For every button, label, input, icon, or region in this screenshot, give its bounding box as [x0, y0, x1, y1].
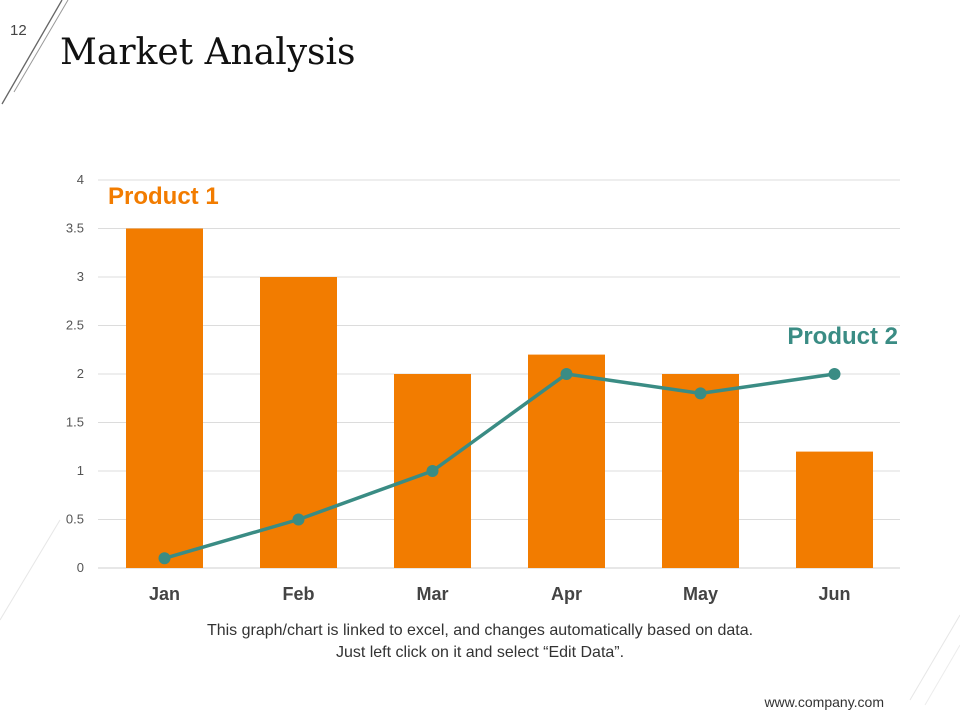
bar-jan: [126, 228, 203, 568]
x-tick-label: Jun: [818, 584, 850, 604]
legend-product-2: Product 2: [787, 323, 898, 350]
bar-may: [662, 374, 739, 568]
product-1-bars: [126, 228, 873, 568]
footer-url: www.company.com: [764, 694, 884, 710]
y-tick-label: 0: [77, 560, 84, 575]
y-tick-label: 0.5: [66, 512, 84, 527]
legend-product-1: Product 1: [108, 183, 219, 210]
point-mar: [426, 465, 439, 477]
market-analysis-chart: 0 0.5 1 1.5 2 2.5 3 3.5 4 Jan Feb Mar Apr May Jun Pro…: [66, 172, 900, 604]
slide-number: 12: [10, 22, 27, 39]
y-tick-label: 2: [77, 366, 84, 381]
product-2-line: [164, 372, 835, 560]
point-may: [694, 387, 707, 400]
x-tick-label: May: [683, 584, 718, 604]
bar-apr: [528, 354, 605, 568]
y-tick-label: 3.5: [66, 221, 84, 236]
chart-gridlines: [98, 179, 900, 569]
point-apr: [560, 368, 573, 380]
x-tick-label: Apr: [551, 584, 582, 604]
point-jan: [158, 552, 171, 565]
corner-decoration: [1, 0, 69, 105]
x-tick-label: Jan: [149, 584, 180, 604]
x-axis-ticks: Jan Feb Mar Apr May Jun: [149, 584, 851, 604]
y-tick-label: 2.5: [66, 318, 84, 333]
page-title: Market Analysis: [60, 32, 356, 73]
y-tick-label: 3: [77, 269, 84, 284]
product-2-line-series: [158, 368, 841, 565]
y-tick-label: 4: [77, 172, 84, 187]
point-jun: [828, 368, 841, 380]
y-tick-label: 1: [77, 463, 84, 478]
y-axis-ticks: 0 0.5 1 1.5 2 2.5 3 3.5 4: [66, 172, 84, 575]
caption-line-2: Just left click on it and select “Edit D…: [335, 644, 625, 661]
chart-caption: This graph/chart is linked to excel, and…: [0, 620, 960, 664]
caption-line-1: This graph/chart is linked to excel, and…: [206, 622, 754, 639]
point-feb: [292, 513, 305, 526]
x-tick-label: Mar: [416, 584, 448, 604]
y-tick-label: 1.5: [66, 415, 84, 430]
x-tick-label: Feb: [282, 584, 314, 604]
bar-jun: [796, 451, 873, 568]
